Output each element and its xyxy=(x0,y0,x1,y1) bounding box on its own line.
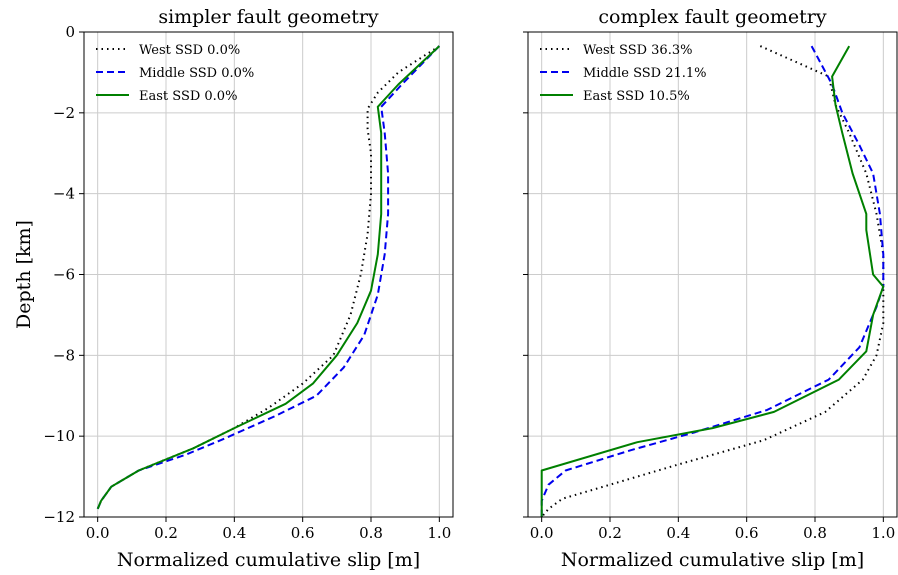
x-axis-label: Normalized cumulative slip [m] xyxy=(117,549,420,571)
x-tick-label: 0.8 xyxy=(803,524,827,542)
chart-title: simpler fault geometry xyxy=(158,6,379,28)
x-tick-label: 1.0 xyxy=(871,524,895,542)
series-line-3 xyxy=(96,45,440,510)
x-tick-label: 0.0 xyxy=(530,524,554,542)
series-line-1 xyxy=(96,45,440,510)
legend-label: Middle SSD 0.0% xyxy=(139,66,254,81)
x-tick-label: 0.6 xyxy=(735,524,759,542)
x-tick-label: 0.4 xyxy=(222,524,246,542)
y-tick-label: −12 xyxy=(43,508,75,526)
chart-title: complex fault geometry xyxy=(598,6,827,28)
series-line-2 xyxy=(540,45,885,517)
legend-label: Middle SSD 21.1% xyxy=(583,66,707,81)
x-tick-label: 0.4 xyxy=(666,524,690,542)
legend-label: West SSD 36.3% xyxy=(583,43,692,58)
legend-label: East SSD 0.0% xyxy=(139,89,237,104)
x-tick-label: 0.6 xyxy=(291,524,315,542)
x-tick-label: 0.8 xyxy=(359,524,383,542)
x-axis-label: Normalized cumulative slip [m] xyxy=(561,549,864,571)
chart-panel-1: 0.0 0.2 0.4 0.6 0.8 1.0 0 −2 −4 −6 −8 −10 −12 simpler… xyxy=(13,6,454,571)
chart-panel-2: 0.0 0.2 0.4 0.6 0.8 1.0 complex fault geometry… xyxy=(523,6,898,571)
y-axis-label: Depth [km] xyxy=(13,220,35,329)
series-line-2 xyxy=(96,45,441,510)
legend: West SSD 0.0% Middle SSD 0.0% East SSD 0.0… xyxy=(96,43,254,104)
y-tick-label: 0 xyxy=(65,23,75,41)
y-tick-label: −8 xyxy=(53,346,75,364)
legend: West SSD 36.3% Middle SSD 21.1% East SSD 1… xyxy=(540,43,707,104)
y-tick-label: −6 xyxy=(53,266,75,284)
y-tick-label: −2 xyxy=(53,104,75,122)
y-tick-label: −4 xyxy=(53,185,75,203)
x-tick-label: 1.0 xyxy=(427,524,451,542)
y-tick-label: −10 xyxy=(43,427,75,445)
series-line-1 xyxy=(540,45,885,518)
series-line-3 xyxy=(540,45,885,517)
legend-label: West SSD 0.0% xyxy=(139,43,240,58)
x-tick-label: 0.0 xyxy=(86,524,110,542)
x-tick-label: 0.2 xyxy=(154,524,178,542)
x-tick-label: 0.2 xyxy=(598,524,622,542)
legend-label: East SSD 10.5% xyxy=(583,89,690,104)
